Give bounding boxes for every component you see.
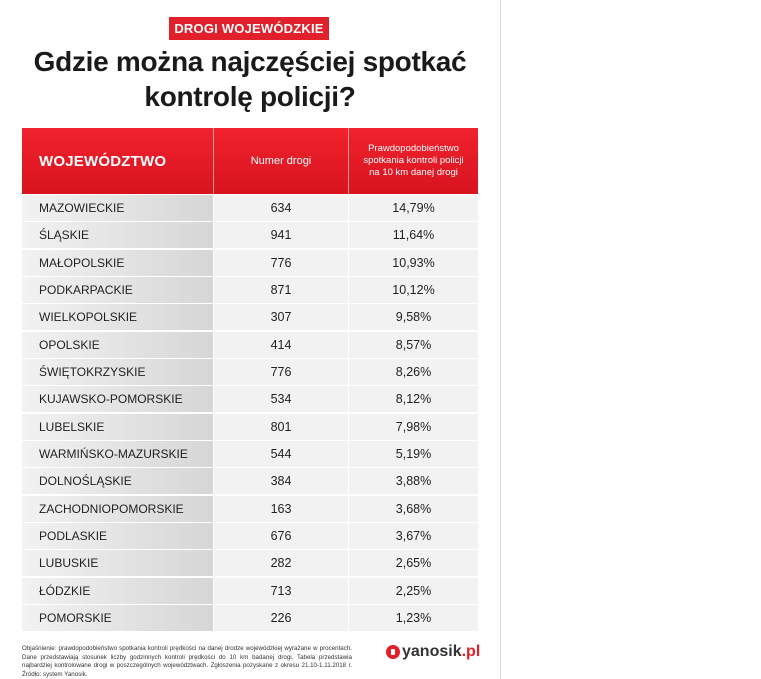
yanosik-logo-icon — [386, 645, 400, 659]
probability-cell: 8,57% — [349, 331, 478, 358]
table-row: MAŁOPOLSKIE 776 10,93% — [22, 249, 478, 276]
probability-cell: 3,68% — [349, 495, 478, 522]
road-number-cell: 163 — [214, 495, 348, 522]
probability-cell: 14,79% — [349, 195, 478, 221]
title-line-2: kontrolę policji? — [144, 81, 356, 112]
table-row: WIELKOPOLSKIE 307 9,58% — [22, 304, 478, 331]
table-body: MAZOWIECKIE 634 14,79% ŚLĄSKIE 941 11,64% MAŁO… — [22, 195, 478, 633]
probability-cell: 8,12% — [349, 386, 478, 413]
region-cell: ŚWIĘTOKRZYSKIE — [22, 359, 213, 386]
table-row: ŁÓDZKIE 713 2,25% — [22, 577, 478, 604]
probability-cell: 11,64% — [349, 222, 478, 249]
region-cell: MAŁOPOLSKIE — [22, 249, 213, 276]
region-cell: WIELKOPOLSKIE — [22, 304, 213, 331]
region-cell: ŚLĄSKIE — [22, 222, 213, 249]
table-row: MAZOWIECKIE 634 14,79% — [22, 195, 478, 221]
probability-cell: 2,65% — [349, 550, 478, 577]
table-row: LUBUSKIE 282 2,65% — [22, 550, 478, 577]
region-cell: ZACHODNIOPOMORSKIE — [22, 495, 213, 522]
table-row: ŚWIĘTOKRZYSKIE 776 8,26% — [22, 359, 478, 386]
probability-cell: 7,98% — [349, 413, 478, 440]
probability-cell: 5,19% — [349, 441, 478, 468]
region-cell: PODLASKIE — [22, 523, 213, 550]
header-road-number: Numer drogi — [213, 128, 348, 194]
road-number-cell: 282 — [214, 550, 348, 577]
table-row: PODLASKIE 676 3,67% — [22, 523, 478, 550]
region-cell: POMORSKIE — [22, 605, 213, 632]
table-row: KUJAWSKO-POMORSKIE 534 8,12% — [22, 386, 478, 413]
road-number-cell: 534 — [214, 386, 348, 413]
probability-cell: 9,58% — [349, 304, 478, 331]
road-number-cell: 676 — [214, 523, 348, 550]
road-number-cell: 941 — [214, 222, 348, 249]
table-row: POMORSKIE 226 1,23% — [22, 605, 478, 632]
table-row: ŚLĄSKIE 941 11,64% — [22, 222, 478, 249]
road-number-cell: 776 — [214, 359, 348, 386]
road-number-cell: 713 — [214, 577, 348, 604]
region-cell: KUJAWSKO-POMORSKIE — [22, 386, 213, 413]
road-number-cell: 776 — [214, 249, 348, 276]
table-header: WOJEWÓDZTWO Numer drogi Prawdopodobieńst… — [22, 128, 478, 194]
road-number-cell: 414 — [214, 331, 348, 358]
region-cell: PODKARPACKIE — [22, 277, 213, 304]
header-region: WOJEWÓDZTWO — [39, 152, 167, 170]
logo-name: yanosik.pl — [402, 643, 481, 660]
region-cell: ŁÓDZKIE — [22, 577, 213, 604]
road-number-cell: 544 — [214, 441, 348, 468]
table-row: DOLNOŚLĄSKIE 384 3,88% — [22, 468, 478, 495]
table-row: ZACHODNIOPOMORSKIE 163 3,68% — [22, 495, 478, 522]
road-number-cell: 801 — [214, 413, 348, 440]
footnote: Objaśnienie: prawdopodobieństwo spotkani… — [22, 645, 352, 678]
probability-cell: 10,12% — [349, 277, 478, 304]
region-cell: OPOLSKIE — [22, 331, 213, 358]
probability-cell: 10,93% — [349, 249, 478, 276]
header-probability: Prawdopodobieństwo spotkania kontroli po… — [348, 128, 478, 194]
category-badge: DROGI WOJEWÓDZKIE — [169, 17, 329, 40]
title-line-1: Gdzie można najczęściej spotkać — [33, 46, 467, 77]
road-number-cell: 871 — [214, 277, 348, 304]
probability-cell: 8,26% — [349, 359, 478, 386]
road-number-cell: 226 — [214, 605, 348, 632]
page-title: Gdzie można najczęściej spotkać kontrolę… — [20, 44, 480, 114]
yanosik-logo: yanosik.pl — [386, 642, 480, 662]
probability-cell: 1,23% — [349, 605, 478, 632]
road-number-cell: 307 — [214, 304, 348, 331]
table-row: OPOLSKIE 414 8,57% — [22, 331, 478, 358]
table-row: LUBELSKIE 801 7,98% — [22, 413, 478, 440]
probability-cell: 2,25% — [349, 577, 478, 604]
region-cell: LUBUSKIE — [22, 550, 213, 577]
page-edge-divider — [500, 0, 501, 679]
table-row: PODKARPACKIE 871 10,12% — [22, 277, 478, 304]
road-number-cell: 634 — [214, 195, 348, 221]
region-cell: MAZOWIECKIE — [22, 195, 213, 221]
probability-cell: 3,88% — [349, 468, 478, 495]
region-cell: LUBELSKIE — [22, 413, 213, 440]
road-number-cell: 384 — [214, 468, 348, 495]
probability-cell: 3,67% — [349, 523, 478, 550]
region-cell: DOLNOŚLĄSKIE — [22, 468, 213, 495]
region-cell: WARMIŃSKO-MAZURSKIE — [22, 441, 213, 468]
table-row: WARMIŃSKO-MAZURSKIE 544 5,19% — [22, 441, 478, 468]
